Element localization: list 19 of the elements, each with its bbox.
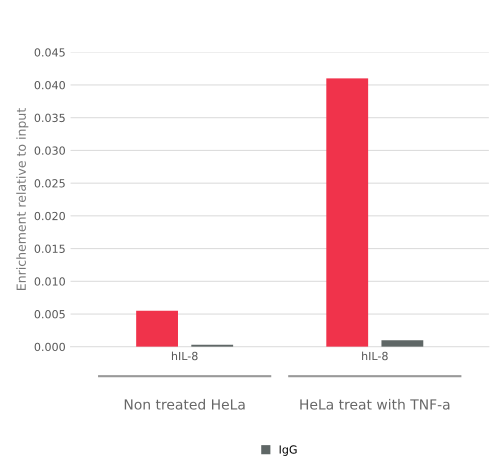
- bar: [326, 78, 368, 347]
- y-tick-label: 0.010: [34, 277, 65, 286]
- y-tick-label: 0.025: [34, 179, 65, 188]
- text: HeLa treat with TNF-a: [300, 398, 450, 410]
- y-tick-label: 0.020: [34, 212, 65, 220]
- y-tick-label: 0.000: [34, 342, 65, 352]
- y-tick-label: 0.015: [34, 244, 65, 253]
- legend-label: IgG: [280, 445, 297, 456]
- y-axis-title: Enrichement relative to input: [16, 108, 28, 290]
- y-tick-label: 0.030: [34, 146, 65, 155]
- bar: [381, 340, 424, 347]
- x-tick-label: hIL-8: [172, 352, 198, 360]
- y-tick-label: 0.040: [34, 80, 65, 90]
- y-tick-label: 0.045: [34, 48, 65, 57]
- x-tick-label: hIL-8: [362, 352, 388, 360]
- y-tick-label: 0.005: [34, 310, 65, 318]
- text: Non treated HeLa: [124, 398, 245, 410]
- bar: [136, 310, 178, 347]
- y-tick-label: 0.035: [34, 114, 65, 122]
